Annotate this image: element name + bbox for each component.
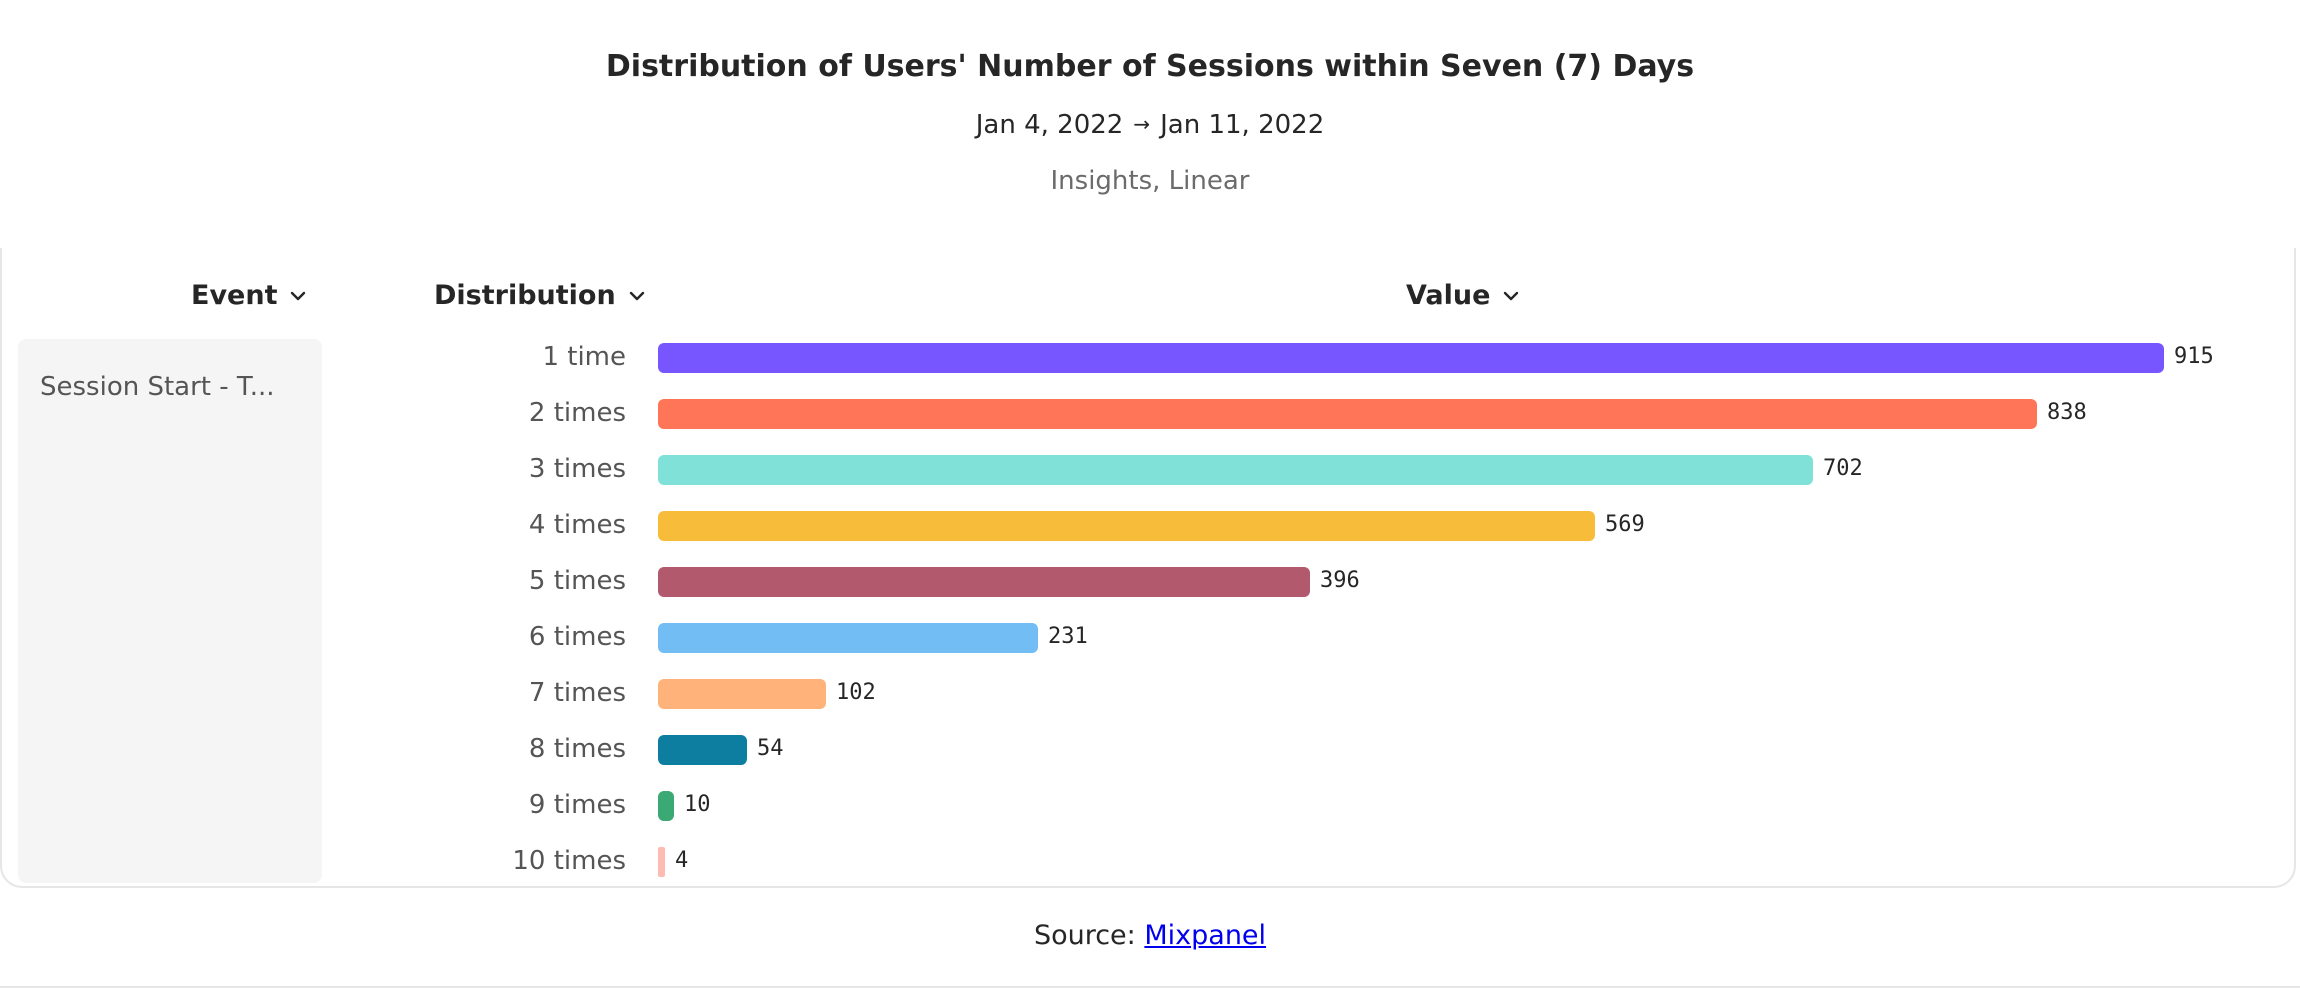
event-column-header[interactable]: Event bbox=[191, 280, 307, 311]
bar-value-label: 915 bbox=[2174, 344, 2214, 369]
bar[interactable] bbox=[658, 399, 2037, 429]
report-subtitle: Insights, Linear bbox=[1050, 166, 1250, 196]
value-column-header[interactable]: Value bbox=[1406, 280, 1520, 311]
bar[interactable] bbox=[658, 455, 1813, 485]
distribution-label: 4 times bbox=[528, 510, 626, 540]
bar-value-label: 231 bbox=[1048, 624, 1088, 649]
chevron-down-icon bbox=[1504, 291, 1519, 300]
distribution-label: 3 times bbox=[528, 454, 626, 484]
distribution-label: 5 times bbox=[528, 566, 626, 596]
bar-value-label: 10 bbox=[684, 792, 711, 817]
report-card bbox=[0, 248, 2296, 888]
bar[interactable] bbox=[658, 791, 674, 821]
bar[interactable] bbox=[658, 847, 665, 877]
bar[interactable] bbox=[658, 735, 747, 765]
distribution-label: 9 times bbox=[528, 790, 626, 820]
bar-value-label: 838 bbox=[2047, 400, 2087, 425]
chevron-down-icon bbox=[291, 291, 306, 300]
distribution-column-header[interactable]: Distribution bbox=[434, 280, 646, 311]
chart-title: Distribution of Users' Number of Session… bbox=[605, 49, 1695, 84]
distribution-label: 2 times bbox=[528, 398, 626, 428]
distribution-label: 10 times bbox=[512, 846, 626, 876]
bar[interactable] bbox=[658, 511, 1595, 541]
bar[interactable] bbox=[658, 567, 1310, 597]
arrow-right-icon: → bbox=[1133, 112, 1151, 136]
bar[interactable] bbox=[658, 623, 1038, 653]
bar-value-label: 4 bbox=[675, 848, 689, 873]
bar-value-label: 102 bbox=[836, 680, 876, 705]
distribution-label: 8 times bbox=[528, 734, 626, 764]
source-prefix: Source: bbox=[1033, 920, 1145, 951]
divider bbox=[0, 986, 2300, 988]
date-start: Jan 4, 2022 bbox=[975, 110, 1124, 140]
distribution-label: 7 times bbox=[528, 678, 626, 708]
event-column-label: Event bbox=[191, 280, 278, 311]
date-end: Jan 11, 2022 bbox=[1160, 110, 1325, 140]
source-footer: Source: Mixpanel bbox=[0, 920, 2300, 951]
bar[interactable] bbox=[658, 679, 826, 709]
bar-value-label: 569 bbox=[1605, 512, 1645, 537]
chevron-down-icon bbox=[629, 291, 644, 300]
value-column-label: Value bbox=[1406, 280, 1491, 311]
distribution-label: 1 time bbox=[542, 342, 626, 372]
bar-value-label: 54 bbox=[757, 736, 784, 761]
bar-value-label: 702 bbox=[1823, 456, 1863, 481]
bar[interactable] bbox=[658, 343, 2164, 373]
date-range[interactable]: Jan 4, 2022 → Jan 11, 2022 bbox=[0, 110, 2300, 140]
bar-value-label: 396 bbox=[1320, 568, 1360, 593]
distribution-column-label: Distribution bbox=[434, 280, 616, 311]
distribution-label: 6 times bbox=[528, 622, 626, 652]
event-name: Session Start - T... bbox=[40, 372, 275, 402]
source-link[interactable]: Mixpanel bbox=[1144, 920, 1267, 951]
event-cell[interactable] bbox=[18, 339, 322, 883]
